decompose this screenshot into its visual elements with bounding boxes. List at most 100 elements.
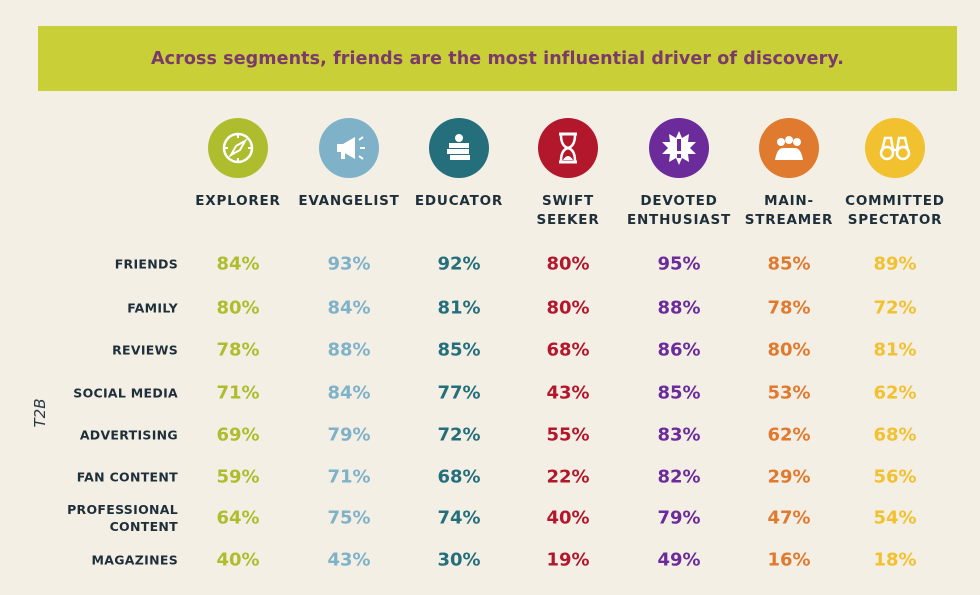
- value-cell: 78%: [767, 297, 811, 319]
- value-cell: 62%: [873, 382, 917, 404]
- segment-label: SWIFT SEEKER: [508, 192, 628, 230]
- megaphone-icon: [319, 118, 379, 178]
- side-label: T2B: [31, 398, 49, 428]
- segment-label-line: STREAMER: [744, 212, 834, 228]
- segment-label-line: COMMITTED: [845, 193, 945, 209]
- row-label: FRIENDS: [115, 256, 178, 273]
- value-cell: 85%: [767, 253, 811, 275]
- segment-label-line: DEVOTED: [640, 193, 718, 209]
- segment-label: MAIN- STREAMER: [729, 192, 849, 230]
- value-cell: 68%: [873, 424, 917, 446]
- page-title: Across segments, friends are the most in…: [150, 48, 844, 69]
- segment-column-header: EXPLORER: [178, 118, 298, 211]
- row-label-line: MAGAZINES: [91, 552, 178, 568]
- row-label-line: FAMILY: [127, 300, 178, 316]
- value-cell: 80%: [216, 297, 260, 319]
- value-cell: 47%: [767, 507, 811, 529]
- segment-column-header: EVANGELIST: [289, 118, 409, 211]
- segment-label-line: SPECTATOR: [847, 212, 943, 228]
- value-cell: 69%: [216, 424, 260, 446]
- value-cell: 72%: [873, 297, 917, 319]
- value-cell: 18%: [873, 549, 917, 571]
- row-label: REVIEWS: [112, 342, 178, 359]
- row-label-line: ADVERTISING: [79, 427, 178, 443]
- segment-column-header: MAIN- STREAMER: [729, 118, 849, 230]
- title-banner: Across segments, friends are the most in…: [38, 26, 957, 91]
- crowd-icon: [759, 118, 819, 178]
- value-cell: 79%: [327, 424, 371, 446]
- value-cell: 71%: [216, 382, 260, 404]
- row-label: FAMILY: [127, 300, 178, 317]
- value-cell: 93%: [327, 253, 371, 275]
- value-cell: 64%: [216, 507, 260, 529]
- value-cell: 84%: [327, 382, 371, 404]
- segment-column-header: COMMITTED SPECTATOR: [835, 118, 955, 230]
- value-cell: 55%: [546, 424, 590, 446]
- value-cell: 59%: [216, 466, 260, 488]
- value-cell: 74%: [437, 507, 481, 529]
- binoculars-icon: [865, 118, 925, 178]
- row-label-line: FAN CONTENT: [76, 469, 178, 485]
- value-cell: 54%: [873, 507, 917, 529]
- value-cell: 68%: [546, 339, 590, 361]
- segment-label: EXPLORER: [178, 192, 298, 211]
- value-cell: 19%: [546, 549, 590, 571]
- value-cell: 77%: [437, 382, 481, 404]
- value-cell: 30%: [437, 549, 481, 571]
- segment-column-header: DEVOTED ENTHUSIAST: [619, 118, 739, 230]
- value-cell: 22%: [546, 466, 590, 488]
- segment-label-line: SEEKER: [536, 212, 600, 228]
- value-cell: 86%: [657, 339, 701, 361]
- hourglass-icon: [538, 118, 598, 178]
- value-cell: 80%: [546, 297, 590, 319]
- value-cell: 85%: [657, 382, 701, 404]
- value-cell: 81%: [437, 297, 481, 319]
- value-cell: 71%: [327, 466, 371, 488]
- value-cell: 84%: [327, 297, 371, 319]
- row-label-line: CONTENT: [109, 519, 178, 534]
- value-cell: 80%: [546, 253, 590, 275]
- segment-label-line: MAIN-: [764, 193, 814, 209]
- value-cell: 56%: [873, 466, 917, 488]
- value-cell: 83%: [657, 424, 701, 446]
- row-label: FAN CONTENT: [77, 469, 178, 486]
- row-label-line: PROFESSIONAL: [67, 502, 178, 517]
- value-cell: 40%: [546, 507, 590, 529]
- value-cell: 80%: [767, 339, 811, 361]
- segment-label-line: SWIFT: [541, 193, 595, 209]
- row-label-line: FRIENDS: [114, 256, 178, 272]
- value-cell: 68%: [437, 466, 481, 488]
- value-cell: 43%: [546, 382, 590, 404]
- value-cell: 79%: [657, 507, 701, 529]
- value-cell: 16%: [767, 549, 811, 571]
- value-cell: 75%: [327, 507, 371, 529]
- value-cell: 81%: [873, 339, 917, 361]
- segment-label: COMMITTED SPECTATOR: [835, 192, 955, 230]
- value-cell: 62%: [767, 424, 811, 446]
- value-cell: 88%: [657, 297, 701, 319]
- exclamation-burst-icon: [649, 118, 709, 178]
- value-cell: 53%: [767, 382, 811, 404]
- value-cell: 82%: [657, 466, 701, 488]
- value-cell: 84%: [216, 253, 260, 275]
- segment-label-line: ENTHUSIAST: [626, 212, 732, 228]
- value-cell: 88%: [327, 339, 371, 361]
- row-label-line: REVIEWS: [112, 342, 178, 358]
- value-cell: 29%: [767, 466, 811, 488]
- value-cell: 49%: [657, 549, 701, 571]
- value-cell: 85%: [437, 339, 481, 361]
- row-label: SOCIAL MEDIA: [73, 385, 178, 402]
- books-apple-icon: [429, 118, 489, 178]
- value-cell: 78%: [216, 339, 260, 361]
- segment-label: EVANGELIST: [289, 192, 409, 211]
- row-label: MAGAZINES: [92, 552, 178, 569]
- segment-label: EDUCATOR: [399, 192, 519, 211]
- row-label: PROFESSIONAL CONTENT: [67, 501, 178, 535]
- row-label: ADVERTISING: [80, 427, 178, 444]
- value-cell: 95%: [657, 253, 701, 275]
- segment-label: DEVOTED ENTHUSIAST: [619, 192, 739, 230]
- value-cell: 72%: [437, 424, 481, 446]
- value-cell: 92%: [437, 253, 481, 275]
- segment-label-line: EVANGELIST: [298, 193, 400, 209]
- value-cell: 40%: [216, 549, 260, 571]
